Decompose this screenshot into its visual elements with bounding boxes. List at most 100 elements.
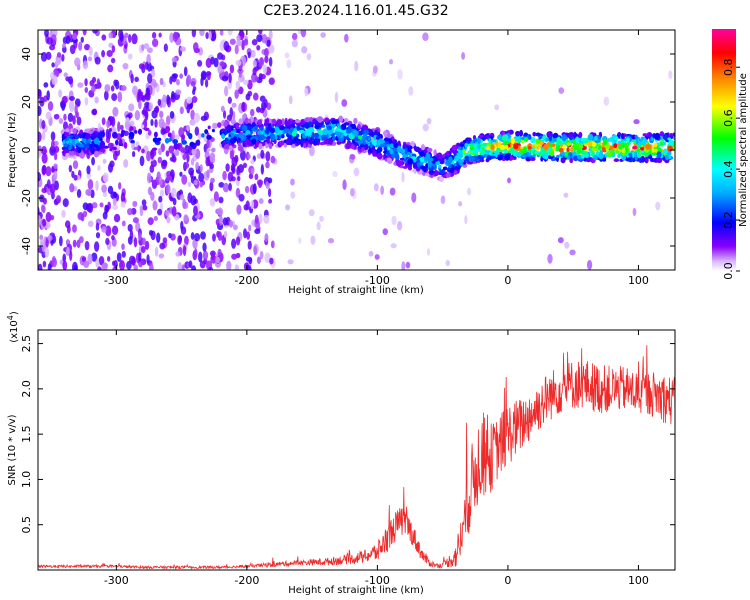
spectrogram-ridge-cell <box>270 135 276 142</box>
spectrogram-ridge-cell <box>393 148 398 152</box>
spectrogram-ridge-cell <box>656 157 663 164</box>
spectrogram-ridge-cell <box>137 145 141 152</box>
spectrogram-cell <box>124 120 131 130</box>
spectrogram-cell <box>117 91 123 103</box>
spectrogram-cell <box>69 250 73 261</box>
spectrogram-cell <box>166 175 173 182</box>
spectrogram-cell <box>188 260 193 269</box>
spectrogram-cell <box>182 198 187 209</box>
spectrogram-cell <box>210 56 215 65</box>
spectrogram-ridge-cell <box>509 147 515 155</box>
spectrogram-ridge-cell <box>468 155 474 163</box>
spectrogram-cell <box>220 105 225 113</box>
spectrogram-cell <box>205 32 209 40</box>
spectrogram-cell <box>159 110 164 119</box>
spectrogram-cell <box>236 165 241 176</box>
spectrogram-cell <box>258 57 265 67</box>
spectrogram-ridge-cell <box>553 138 558 142</box>
spectrogram-cell <box>290 191 296 199</box>
spectrogram-cell <box>165 184 171 195</box>
spectrogram-ridge-cell <box>259 126 264 131</box>
spectrogram-cell <box>72 239 77 248</box>
spectrogram-ridge-cell <box>189 141 195 148</box>
spectrogram-cell <box>47 101 54 112</box>
spectrogram-cell <box>105 237 110 246</box>
spectrogram-cell <box>405 261 411 269</box>
spectrogram-ridge-cell <box>266 136 270 144</box>
spectrogram-cell <box>149 263 154 270</box>
spectrogram-ridge-cell <box>556 154 560 159</box>
spectrogram-cell <box>87 179 94 190</box>
spectrogram-ridge-cell <box>439 169 445 175</box>
spectrogram-cell <box>218 215 223 226</box>
spectrogram-cell <box>137 232 142 241</box>
spectrogram-cell <box>76 116 82 126</box>
spectrogram-cell <box>81 256 87 263</box>
spectrogram-cell <box>261 101 267 111</box>
spectrogram-ridge-cell <box>628 152 633 157</box>
spectrogram-ridge-cell <box>283 128 290 134</box>
spectrogram-cell <box>246 231 251 240</box>
spectrogram-cell <box>111 116 116 127</box>
spectrogram-cell <box>147 129 152 136</box>
spectrogram-cell <box>169 76 173 85</box>
spectrogram-ridge-cell <box>305 128 312 136</box>
spectrogram-ridge-cell <box>484 149 491 154</box>
spectrogram-cell <box>165 115 171 126</box>
spectrogram-ridge-cell <box>617 153 621 159</box>
spectrogram-ridge-cell <box>286 124 292 129</box>
spectrogram-ridge-cell <box>426 147 432 154</box>
spectrogram-ridge-cell <box>257 130 262 135</box>
spectrogram-ridge-cell <box>328 129 334 135</box>
spectrogram-cell <box>138 252 142 262</box>
spectrogram-ridge-cell <box>453 170 458 176</box>
spectrogram-ridge-cell <box>191 148 197 156</box>
spectrogram-ridge-cell <box>210 147 216 153</box>
spectrogram-cell <box>264 47 269 58</box>
spectrogram-ridge-cell <box>399 157 405 161</box>
spectrogram-ridge-cell <box>321 134 327 141</box>
spectrogram-cell <box>69 101 75 112</box>
snr-ticks: -300 -200 -100 0 100 0.5 1.0 1.5 2.0 2.5 <box>20 330 675 587</box>
spectrogram-cell <box>202 242 207 252</box>
spectrogram-cell <box>51 257 57 268</box>
spectrogram-cell <box>128 34 132 43</box>
spectrogram-ridge-cell <box>340 133 344 139</box>
spectrogram-cell <box>247 51 251 59</box>
spectrogram-cell <box>73 264 78 270</box>
spectrogram-cell <box>349 154 356 160</box>
spectrogram-y-axis-label: Frequency (Hz) <box>7 112 18 188</box>
spectrogram-x-tick-label: -100 <box>365 274 390 287</box>
spectrogram-ridge-cell <box>557 144 561 150</box>
spectrogram-cell <box>101 226 107 233</box>
spectrogram-ridge-cell <box>217 122 222 128</box>
spectrogram-ridge-cell <box>644 156 649 164</box>
spectrogram-cell <box>41 131 46 141</box>
spectrogram-ridge-cell <box>312 118 317 123</box>
colorbar-tick-label: 0.4 <box>722 160 735 178</box>
spectrogram-cell <box>181 174 188 185</box>
spectrogram-cell <box>171 130 175 142</box>
spectrogram-ridge-cell <box>140 124 145 129</box>
spectrogram-cell <box>256 256 261 265</box>
spectrogram-cell <box>391 215 397 226</box>
spectrogram-ridge-cell <box>351 139 356 144</box>
spectrogram-cell <box>195 161 200 171</box>
spectrogram-cell <box>38 131 42 143</box>
spectrogram-cell <box>247 240 252 250</box>
spectrogram-ridge-cell <box>289 127 294 133</box>
spectrogram-ridge-cell <box>79 143 85 148</box>
spectrogram-cell <box>193 179 198 186</box>
spectrogram-ridge-cell <box>632 139 637 145</box>
spectrogram-cell <box>191 30 197 38</box>
spectrogram-ridge-cell <box>348 134 354 139</box>
spectrogram-ridge-cell <box>579 143 584 149</box>
spectrogram-ridge-cell <box>570 147 575 153</box>
spectrogram-ridge-cell <box>93 137 100 145</box>
spectrogram-ridge-cell <box>519 129 524 137</box>
spectrogram-ridge-cell <box>497 154 503 161</box>
snr-y-tick-label: 0.5 <box>20 516 33 534</box>
spectrogram-cell <box>55 195 62 203</box>
spectrogram-cell <box>133 264 138 270</box>
spectrogram-cell <box>72 115 76 125</box>
